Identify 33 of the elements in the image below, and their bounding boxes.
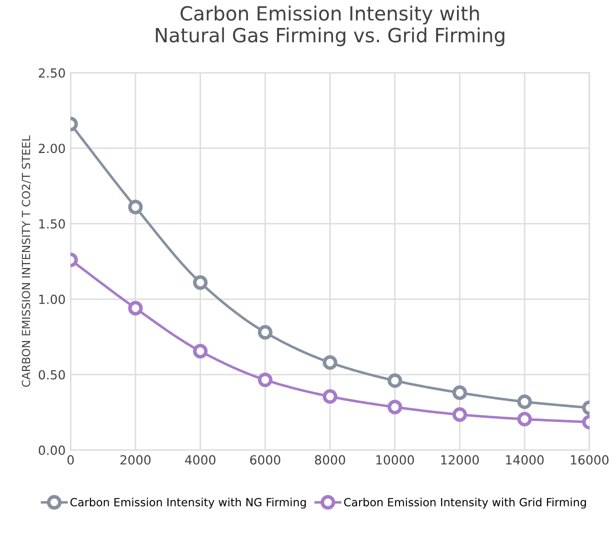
y-tick-label: 0.00 (38, 446, 65, 455)
point (193, 275, 208, 290)
point (322, 355, 338, 370)
point (388, 373, 402, 388)
y-axis-title: CARBON EMISSION INTENSITY T CO2/T STEEL (22, 135, 32, 387)
chart-title: Carbon Emission Intensity with Natural Gas Firming vs. Grid Firming (156, 6, 504, 46)
x-tick-label: 6000 (250, 455, 280, 465)
x-tick-label: 10000 (376, 455, 414, 465)
point (128, 300, 143, 316)
x-tick-label: 16000 (570, 455, 608, 465)
point (388, 400, 402, 414)
point (452, 385, 468, 400)
legend-label: Carbon Emission Intensity with Grid Firming (344, 498, 586, 509)
y-tick-label: 2.00 (38, 144, 65, 154)
legend-label: Carbon Emission Intensity with NG Firming (70, 498, 306, 509)
point (517, 394, 532, 410)
point (128, 200, 143, 214)
point (258, 325, 272, 340)
point (258, 372, 272, 388)
y-tick-label: 1.00 (39, 294, 65, 304)
x-tick-label: 8000 (314, 455, 346, 465)
point (193, 344, 208, 359)
x-tick-label: 12000 (441, 455, 479, 465)
x-tick-label: 0 (67, 455, 74, 465)
x-tick-label: 14000 (506, 455, 544, 465)
point (322, 389, 338, 404)
point (517, 412, 532, 426)
x-tick-label: 2000 (120, 455, 151, 465)
y-tick-label: 2.50 (38, 68, 65, 78)
x-tick-label: 4000 (185, 455, 216, 465)
y-tick-label: 0.50 (38, 370, 65, 380)
point (452, 407, 468, 422)
y-tick-label: 1.50 (39, 219, 65, 229)
